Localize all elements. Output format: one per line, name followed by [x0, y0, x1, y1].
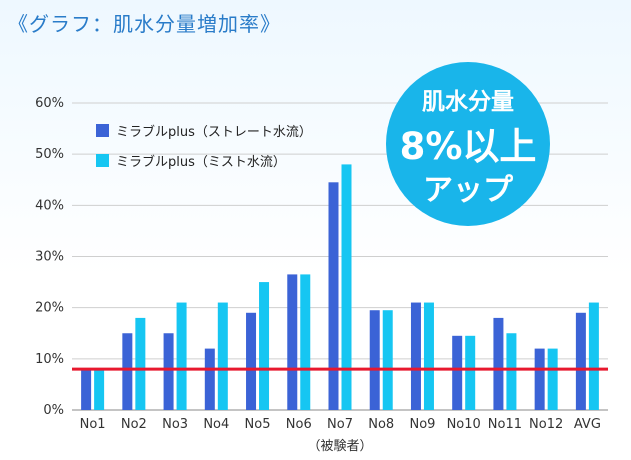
bar-mist: [506, 333, 517, 410]
bar-mist: [341, 164, 352, 410]
x-tick-label: No10: [447, 417, 481, 432]
y-tick-label: 20%: [35, 301, 64, 316]
x-tick-label: No12: [529, 417, 563, 432]
bar-mist: [94, 369, 105, 410]
bar-straight: [163, 333, 174, 410]
bar-mist: [588, 302, 599, 410]
x-tick-label: No8: [368, 417, 394, 432]
x-tick-label: No5: [245, 417, 271, 432]
badge-line2: 8%以上: [399, 125, 537, 168]
x-tick-label: No9: [409, 417, 435, 432]
x-axis-label: （被験者）: [307, 439, 372, 454]
highlight-badge: 肌水分量 8%以上 アップ: [386, 62, 550, 226]
bar-mist: [547, 348, 558, 410]
x-tick-label: No7: [327, 417, 353, 432]
bar-straight: [452, 335, 463, 410]
bar-mist: [259, 282, 270, 410]
bar-straight: [575, 312, 586, 410]
y-tick-label: 60%: [35, 96, 64, 111]
bar-mist: [465, 335, 476, 410]
legend-swatch: [96, 124, 109, 137]
x-tick-label: No11: [488, 417, 522, 432]
bar-straight: [493, 317, 504, 410]
y-tick-label: 40%: [35, 198, 64, 213]
bar-straight: [204, 348, 215, 410]
x-tick-label: No2: [121, 417, 147, 432]
bar-mist: [176, 302, 187, 410]
legend-swatch: [96, 154, 109, 167]
y-tick-label: 0%: [43, 403, 64, 418]
bar-straight: [246, 312, 257, 410]
legend-label: ミラブルplus（ストレート水流）: [116, 124, 312, 140]
bar-mist: [382, 310, 393, 410]
x-tick-label: No3: [162, 417, 188, 432]
bar-straight: [122, 333, 133, 410]
x-tick-label: No6: [286, 417, 312, 432]
y-tick-label: 30%: [35, 250, 64, 265]
bar-mist: [423, 302, 434, 410]
bar-mist: [300, 274, 311, 410]
x-tick-label: No1: [80, 417, 106, 432]
bar-straight: [369, 310, 380, 410]
bar-straight: [534, 348, 545, 410]
legend-label: ミラブルplus（ミスト水流）: [116, 154, 286, 170]
y-tick-label: 10%: [35, 352, 64, 367]
bar-mist: [217, 302, 228, 410]
bar-straight: [328, 182, 339, 410]
bar-straight: [410, 302, 421, 410]
x-tick-label: AVG: [574, 417, 601, 432]
bar-mist: [135, 317, 146, 410]
badge-line1: 肌水分量: [422, 89, 514, 115]
bar-straight: [81, 369, 92, 410]
x-tick-label: No4: [203, 417, 229, 432]
chart-title: 《グラフ：肌水分量増加率》: [8, 12, 281, 36]
badge-line3: アップ: [423, 173, 513, 208]
bar-straight: [287, 274, 298, 410]
y-tick-label: 50%: [35, 147, 64, 162]
